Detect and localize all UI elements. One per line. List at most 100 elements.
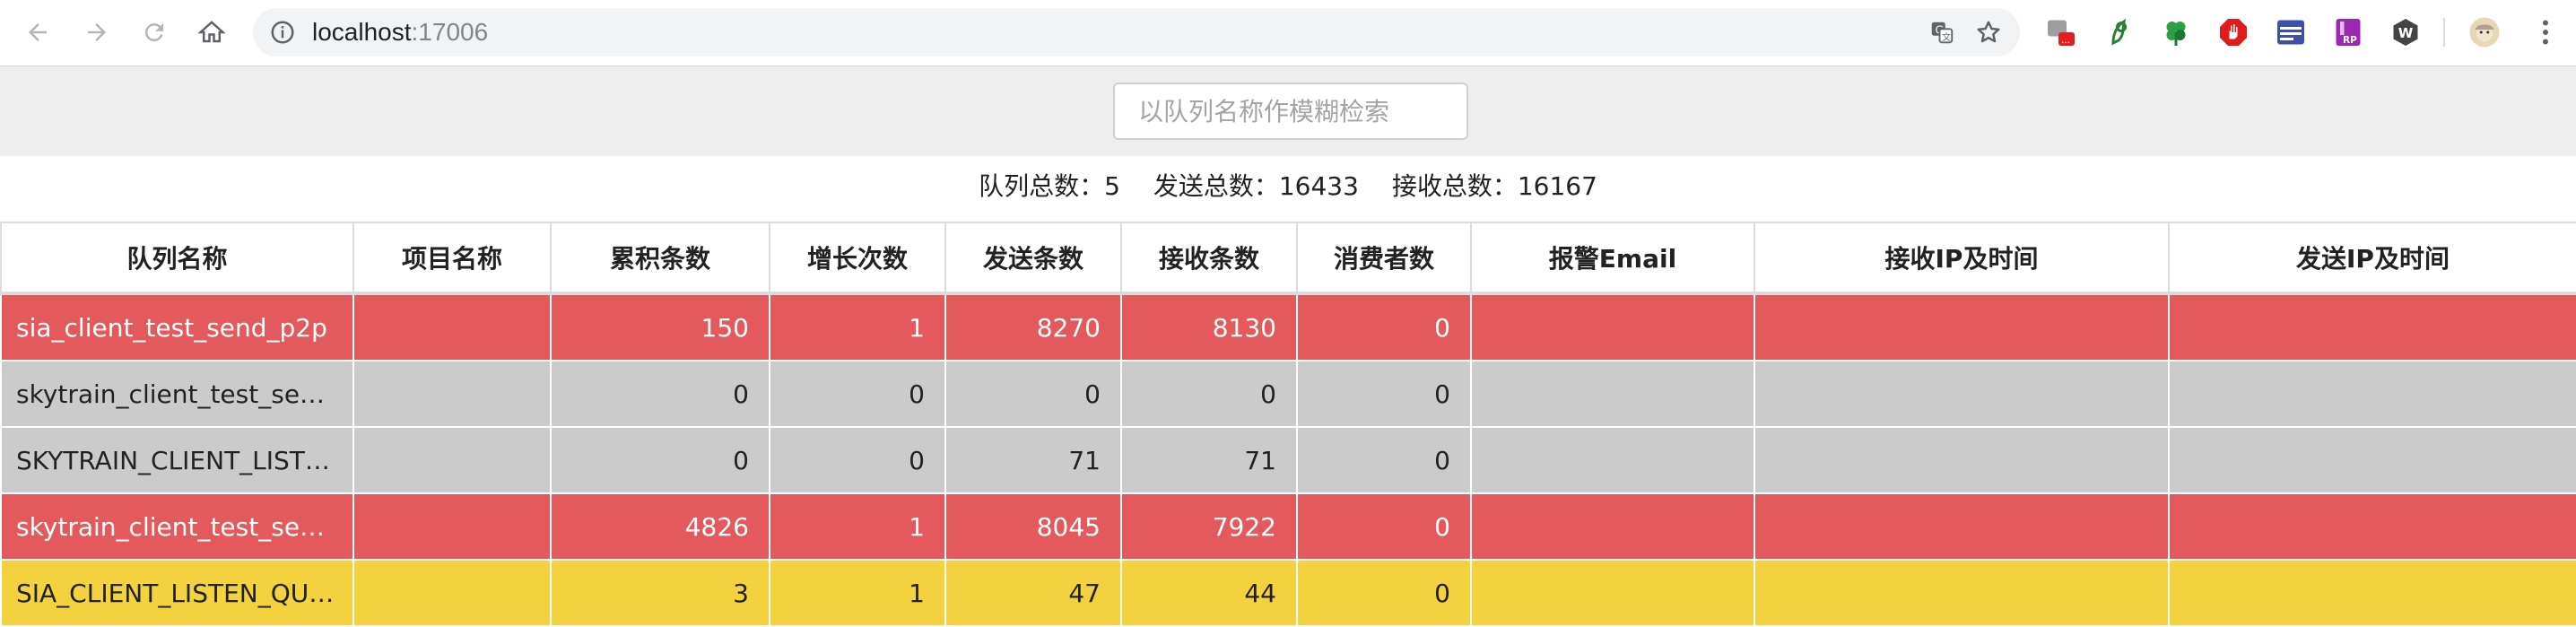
forward-button[interactable] <box>77 13 117 52</box>
cell-consumers: 0 <box>1296 426 1472 494</box>
svg-text:W: W <box>2398 25 2414 41</box>
queue-total: 队列总数：5 <box>979 171 1120 201</box>
svg-text:RP: RP <box>2343 35 2357 46</box>
reload-button[interactable] <box>135 13 174 52</box>
search-input[interactable] <box>1113 83 1468 140</box>
back-button[interactable] <box>18 13 57 52</box>
svg-text:文: 文 <box>1942 31 1951 43</box>
cell-accumulated: 150 <box>550 292 770 361</box>
extension-window-icon[interactable] <box>2275 16 2307 48</box>
toolbar-divider <box>2443 18 2445 47</box>
cell-queue-name[interactable]: SKYTRAIN_CLIENT_LIST… <box>0 426 354 494</box>
star-icon[interactable] <box>1975 19 2002 46</box>
cell-growth-count: 1 <box>769 292 946 361</box>
cell-sent: 8045 <box>944 492 1122 561</box>
cell-send-ip-time <box>2168 559 2576 627</box>
cell-alarm-email <box>1470 292 1755 361</box>
cell-queue-name[interactable]: skytrain_client_test_send… <box>0 360 354 428</box>
summary-line: 队列总数：5 发送总数：16433 接收总数：16167 <box>0 167 2576 206</box>
cell-accumulated: 0 <box>550 360 770 428</box>
cell-send-ip-time <box>2168 426 2576 494</box>
cell-receive-ip-time <box>1754 426 2170 494</box>
cell-receive-ip-time <box>1754 292 2170 361</box>
cell-send-ip-time <box>2168 292 2576 361</box>
cell-alarm-email <box>1470 559 1755 627</box>
col-header-sent[interactable]: 发送条数 <box>944 222 1122 295</box>
table-row[interactable]: skytrain_client_test_send… 0 0 0 0 0 <box>0 360 2576 428</box>
search-bar <box>0 66 2576 156</box>
cell-growth-count: 0 <box>769 426 946 494</box>
cell-alarm-email <box>1470 360 1755 428</box>
cell-sent: 71 <box>944 426 1122 494</box>
extension-screenshot-icon[interactable]: ... <box>2045 16 2077 48</box>
cell-received: 71 <box>1120 426 1298 494</box>
address-bar[interactable]: localhost:17006 G 文 <box>253 8 2020 57</box>
col-header-consumers[interactable]: 消费者数 <box>1296 222 1472 295</box>
cell-received: 7922 <box>1120 492 1298 561</box>
cell-sent: 0 <box>944 360 1122 428</box>
cell-growth-count: 1 <box>769 559 946 627</box>
info-icon[interactable] <box>269 19 296 46</box>
cell-consumers: 0 <box>1296 360 1472 428</box>
cell-growth-count: 0 <box>769 360 946 428</box>
cell-queue-name[interactable]: SIA_CLIENT_LISTEN_QU… <box>0 559 354 627</box>
cell-consumers: 0 <box>1296 559 1472 627</box>
extension-adblock-icon[interactable] <box>2217 16 2250 48</box>
reload-icon <box>144 23 163 42</box>
col-header-receive-ip-time[interactable]: 接收IP及时间 <box>1754 222 2170 295</box>
cell-project-name <box>352 492 552 561</box>
table-row[interactable]: sia_client_test_send_p2p 150 1 8270 8130… <box>0 292 2576 361</box>
cell-received: 0 <box>1120 360 1298 428</box>
col-header-received[interactable]: 接收条数 <box>1120 222 1298 295</box>
cell-alarm-email <box>1470 426 1755 494</box>
extension-w-icon[interactable]: W <box>2389 16 2422 48</box>
cell-received: 8130 <box>1120 292 1298 361</box>
col-header-send-ip-time[interactable]: 发送IP及时间 <box>2168 222 2576 295</box>
cell-alarm-email <box>1470 492 1755 561</box>
col-header-alarm-email[interactable]: 报警Email <box>1470 222 1755 295</box>
cell-accumulated: 4826 <box>550 492 770 561</box>
cell-receive-ip-time <box>1754 559 2170 627</box>
receive-total: 接收总数：16167 <box>1391 171 1597 201</box>
table-header-row: 队列名称 项目名称 累积条数 增长次数 发送条数 接收条数 消费者数 报警Ema… <box>0 222 2576 295</box>
cell-send-ip-time <box>2168 360 2576 428</box>
cell-accumulated: 3 <box>550 559 770 627</box>
col-header-accumulated[interactable]: 累积条数 <box>550 222 770 295</box>
cell-project-name <box>352 292 552 361</box>
col-header-growth-count[interactable]: 增长次数 <box>769 222 946 295</box>
translate-icon[interactable]: G 文 <box>1928 19 1955 46</box>
extension-rp-icon[interactable]: RP <box>2332 16 2364 48</box>
cell-sent: 47 <box>944 559 1122 627</box>
col-header-project-name[interactable]: 项目名称 <box>352 222 552 295</box>
home-button[interactable] <box>192 13 231 52</box>
cell-consumers: 0 <box>1296 492 1472 561</box>
menu-icon[interactable] <box>2529 16 2562 48</box>
cell-receive-ip-time <box>1754 492 2170 561</box>
cell-consumers: 0 <box>1296 292 1472 361</box>
cell-sent: 8270 <box>944 292 1122 361</box>
cell-send-ip-time <box>2168 492 2576 561</box>
table-row[interactable]: SKYTRAIN_CLIENT_LIST… 0 0 71 71 0 <box>0 426 2576 494</box>
cell-queue-name[interactable]: skytrain_client_test_send… <box>0 492 354 561</box>
send-total: 发送总数：16433 <box>1153 171 1359 201</box>
avatar[interactable] <box>2468 16 2501 48</box>
svg-text:...: ... <box>2061 35 2070 46</box>
browser-toolbar: localhost:17006 G 文 ... RP W <box>0 0 2576 66</box>
cell-project-name <box>352 360 552 428</box>
extension-leaf-icon[interactable] <box>2102 16 2135 48</box>
home-icon <box>198 21 225 43</box>
queue-table: 队列名称 项目名称 累积条数 增长次数 发送条数 接收条数 消费者数 报警Ema… <box>0 222 2576 627</box>
cell-growth-count: 1 <box>769 492 946 561</box>
table-row[interactable]: SIA_CLIENT_LISTEN_QU… 3 1 47 44 0 <box>0 559 2576 627</box>
back-icon <box>29 23 47 41</box>
extension-clover-icon[interactable] <box>2160 16 2192 48</box>
forward-icon <box>88 23 106 41</box>
url-text: localhost:17006 <box>312 18 489 46</box>
table-row[interactable]: skytrain_client_test_send… 4826 1 8045 7… <box>0 492 2576 561</box>
cell-queue-name[interactable]: sia_client_test_send_p2p <box>0 292 354 361</box>
cell-project-name <box>352 426 552 494</box>
cell-received: 44 <box>1120 559 1298 627</box>
cell-accumulated: 0 <box>550 426 770 494</box>
col-header-queue-name[interactable]: 队列名称 <box>0 222 354 295</box>
cell-project-name <box>352 559 552 627</box>
